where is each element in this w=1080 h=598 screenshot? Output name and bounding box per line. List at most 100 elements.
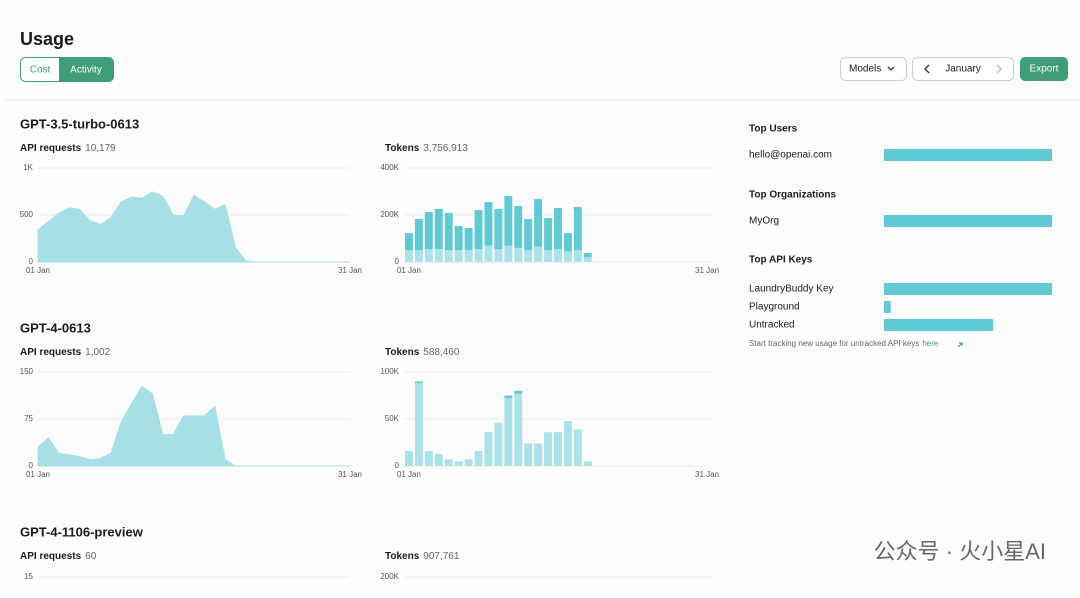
bar-segment	[474, 450, 483, 466]
tab[interactable]: Cost	[30, 65, 51, 76]
bar-segment	[474, 210, 483, 250]
bar-segment	[554, 207, 562, 250]
bar-segment	[494, 208, 503, 250]
panel-heading: Top Users	[749, 124, 798, 135]
prev-month[interactable]	[924, 64, 930, 74]
watermark: 公众号 · 火小星AI	[874, 539, 1046, 564]
y-tick-label: 150	[20, 367, 34, 376]
models-button[interactable]	[840, 57, 907, 81]
metric-label: API requests	[20, 551, 82, 562]
note-link[interactable]: here	[922, 339, 939, 348]
y-tick-label: 1K	[23, 163, 33, 172]
metric-heading: API requests 60	[20, 551, 97, 562]
area	[37, 385, 350, 467]
row-label: Untracked	[749, 320, 795, 331]
metric-label: API requests	[20, 143, 82, 154]
x-tick-label: 31 Jan	[338, 266, 362, 275]
bar-segment	[444, 459, 453, 466]
bar-segment	[534, 246, 543, 262]
external-arrow	[957, 342, 963, 348]
bar-segment	[414, 250, 423, 262]
bar-segment	[414, 381, 423, 384]
metric-total: 1,002	[85, 347, 110, 358]
bar-segment	[454, 461, 463, 466]
month-label: January	[945, 64, 981, 75]
tab[interactable]: Activity	[70, 65, 102, 76]
bar-segment	[514, 390, 523, 394]
bar-segment	[554, 432, 562, 466]
section-title: GPT-4-0613	[20, 320, 91, 335]
bar-segment	[563, 233, 572, 252]
bar-segment	[424, 211, 433, 250]
month-picker[interactable]	[912, 57, 1014, 81]
row-label: MyOrg	[749, 216, 779, 227]
bar-segment	[494, 422, 503, 466]
bar-segment	[573, 207, 582, 251]
x-tick-label: 31 Jan	[695, 470, 719, 479]
metric-heading: Tokens 907,761	[385, 551, 460, 562]
y-tick-label: 0	[29, 257, 34, 266]
metric-label: Tokens	[385, 551, 420, 562]
bar-segment	[494, 249, 503, 262]
chevron-down	[887, 66, 895, 71]
bar-segment	[563, 420, 572, 466]
bar-segment	[464, 227, 473, 251]
x-tick-label: 01 Jan	[26, 470, 50, 479]
export-button[interactable]	[1020, 57, 1068, 81]
bar-segment	[484, 202, 493, 246]
metric-total: 10,179	[85, 143, 116, 154]
metric-label: Tokens	[385, 143, 420, 154]
bar-segment	[474, 249, 483, 262]
usage-bar	[884, 149, 1052, 161]
x-tick-label: 01 Jan	[397, 266, 421, 275]
bar-segment	[484, 245, 493, 262]
bar-segment	[434, 453, 443, 466]
area	[37, 191, 350, 263]
active-tab-bg	[59, 58, 113, 81]
bar-segment	[544, 250, 553, 262]
y-tick-label: 0	[395, 257, 400, 266]
metric-total: 60	[85, 551, 97, 562]
bar-segment	[464, 459, 473, 466]
bar-segment	[524, 250, 533, 262]
metric-total: 588,460	[423, 347, 460, 358]
note-text: Start tracking new usage for untracked A…	[749, 339, 919, 348]
page-title: Usage	[20, 29, 74, 49]
bar-segment	[524, 218, 533, 251]
usage-bar	[884, 283, 1052, 295]
metric-heading: Tokens 588,460	[385, 347, 460, 358]
y-tick-label: 200K	[380, 572, 399, 581]
y-tick-label: 200K	[380, 210, 399, 219]
bar-segment	[424, 249, 433, 262]
bar-segment	[444, 212, 453, 251]
metric-total: 907,761	[423, 551, 460, 562]
bar-segment	[573, 429, 582, 466]
y-tick-label: 75	[24, 414, 33, 423]
row-label: hello@openai.com	[749, 150, 832, 161]
note: Start tracking new usage for untracked A…	[749, 339, 939, 348]
y-tick-label: 100K	[380, 367, 399, 376]
bar-segment	[454, 250, 463, 262]
y-tick-label: 0	[29, 461, 34, 470]
models-label: Models	[849, 64, 881, 75]
usage-bar	[884, 301, 891, 313]
bar-segment	[563, 251, 572, 262]
bar-segment	[464, 250, 473, 262]
bar-segment	[514, 393, 523, 466]
bar-segment	[544, 432, 553, 466]
bar-segment	[554, 249, 562, 262]
bar-segment	[534, 199, 543, 247]
bar-segment	[583, 257, 592, 262]
bar-segment	[444, 250, 453, 262]
metric-label: Tokens	[385, 347, 420, 358]
next-month[interactable]	[996, 64, 1002, 74]
bar-segment	[544, 218, 553, 251]
bar-segment	[573, 250, 582, 262]
usage-bar	[884, 215, 1052, 227]
x-tick-label: 01 Jan	[397, 470, 421, 479]
section-title: GPT-4-1106-preview	[20, 524, 144, 539]
row-label: LaundryBuddy Key	[749, 284, 834, 295]
metric-heading: API requests 10,179	[20, 143, 116, 154]
